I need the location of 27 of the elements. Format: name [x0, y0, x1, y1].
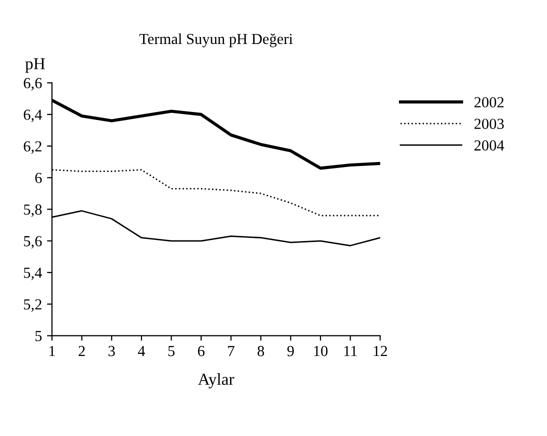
x-tick-label: 11 — [344, 346, 357, 356]
y-tick-label: 6,2 — [24, 141, 42, 154]
x-axis-title: Aylar — [198, 373, 234, 388]
x-tick-label: 12 — [374, 346, 387, 356]
x-tick-label: 3 — [108, 346, 115, 356]
legend-label: 2003 — [474, 118, 504, 130]
x-tick-label: 9 — [287, 346, 294, 356]
legend-label: 2002 — [474, 97, 504, 108]
y-axis-title: pH — [25, 58, 45, 73]
y-tick-label: 5,2 — [24, 299, 42, 312]
y-tick-label: 6,6 — [24, 78, 42, 90]
y-tick-label: 6 — [35, 172, 42, 184]
legend-label: 2004 — [474, 140, 504, 151]
x-tick-label: 2 — [78, 346, 85, 356]
x-tick-label: 7 — [228, 346, 234, 356]
y-tick-label: 5,6 — [24, 236, 42, 249]
chart-title: Termal Suyun pH Değeri — [139, 33, 293, 48]
y-tick-label: 6,4 — [24, 110, 42, 122]
x-tick-label: 1 — [49, 346, 55, 356]
x-tick-label: 10 — [314, 346, 328, 356]
x-tick-label: 8 — [258, 346, 264, 356]
x-tick-label: 5 — [168, 346, 175, 356]
y-tick-label: 5 — [35, 331, 42, 342]
x-tick-label: 4 — [138, 346, 146, 356]
y-tick-label: 5,8 — [24, 204, 42, 217]
x-tick-label: 6 — [198, 346, 205, 356]
y-tick-label: 5,4 — [24, 268, 42, 280]
